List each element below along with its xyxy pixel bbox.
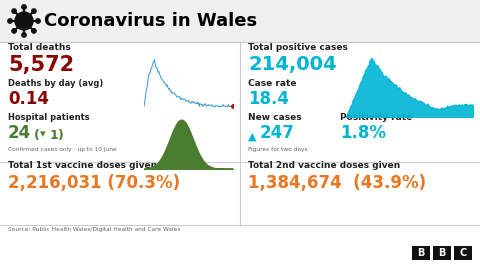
Text: B: B bbox=[417, 248, 425, 258]
Text: 1.8%: 1.8% bbox=[340, 124, 386, 142]
Text: Confirmed cases only - up to 10 June: Confirmed cases only - up to 10 June bbox=[8, 147, 117, 152]
Text: ): ) bbox=[58, 129, 64, 142]
Circle shape bbox=[32, 9, 36, 13]
Bar bbox=[454, 246, 472, 260]
Text: 214,004: 214,004 bbox=[248, 55, 336, 74]
Text: ▾: ▾ bbox=[40, 129, 46, 139]
Bar bbox=[412, 246, 430, 260]
Text: Source: Public Health Wales/Digital Health and Care Wales: Source: Public Health Wales/Digital Heal… bbox=[8, 227, 180, 232]
Text: ▲: ▲ bbox=[248, 132, 256, 142]
Text: 1: 1 bbox=[50, 129, 59, 142]
Circle shape bbox=[8, 19, 12, 23]
Circle shape bbox=[12, 29, 16, 33]
Text: 0.14: 0.14 bbox=[8, 90, 49, 108]
Circle shape bbox=[15, 12, 33, 30]
Text: Deaths by day (avg): Deaths by day (avg) bbox=[8, 79, 103, 88]
Text: 24: 24 bbox=[8, 124, 31, 142]
Text: 18.4: 18.4 bbox=[248, 90, 289, 108]
Text: 1,384,674  (43.9%): 1,384,674 (43.9%) bbox=[248, 174, 426, 192]
Bar bbox=[0, 0, 480, 42]
Text: Case rate: Case rate bbox=[248, 79, 297, 88]
Circle shape bbox=[22, 5, 26, 9]
Circle shape bbox=[22, 33, 26, 37]
Text: B: B bbox=[438, 248, 446, 258]
Text: Total deaths: Total deaths bbox=[8, 43, 71, 52]
Text: Hospital patients: Hospital patients bbox=[8, 113, 90, 122]
Text: C: C bbox=[459, 248, 467, 258]
Text: Total 1st vaccine doses given: Total 1st vaccine doses given bbox=[8, 161, 157, 170]
Text: 2,216,031 (70.3%): 2,216,031 (70.3%) bbox=[8, 174, 180, 192]
Text: Coronavirus in Wales: Coronavirus in Wales bbox=[44, 12, 257, 30]
Text: Positivity rate: Positivity rate bbox=[340, 113, 412, 122]
Text: Total 2nd vaccine doses given: Total 2nd vaccine doses given bbox=[248, 161, 400, 170]
Circle shape bbox=[36, 19, 40, 23]
Circle shape bbox=[12, 9, 16, 13]
Text: Total positive cases: Total positive cases bbox=[248, 43, 348, 52]
Text: 5,572: 5,572 bbox=[8, 55, 74, 75]
Bar bbox=[433, 246, 451, 260]
Text: (: ( bbox=[34, 129, 40, 142]
Text: 247: 247 bbox=[260, 124, 295, 142]
Text: New cases: New cases bbox=[248, 113, 301, 122]
Text: Figures for two days: Figures for two days bbox=[248, 147, 308, 152]
Circle shape bbox=[32, 29, 36, 33]
